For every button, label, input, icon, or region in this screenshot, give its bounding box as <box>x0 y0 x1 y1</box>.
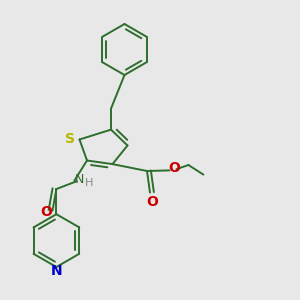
Text: S: S <box>65 132 76 146</box>
Text: H: H <box>85 178 93 188</box>
Text: O: O <box>40 205 52 219</box>
Text: O: O <box>146 195 158 208</box>
Text: N: N <box>51 264 63 278</box>
Text: O: O <box>168 161 180 175</box>
Text: N: N <box>75 172 85 186</box>
